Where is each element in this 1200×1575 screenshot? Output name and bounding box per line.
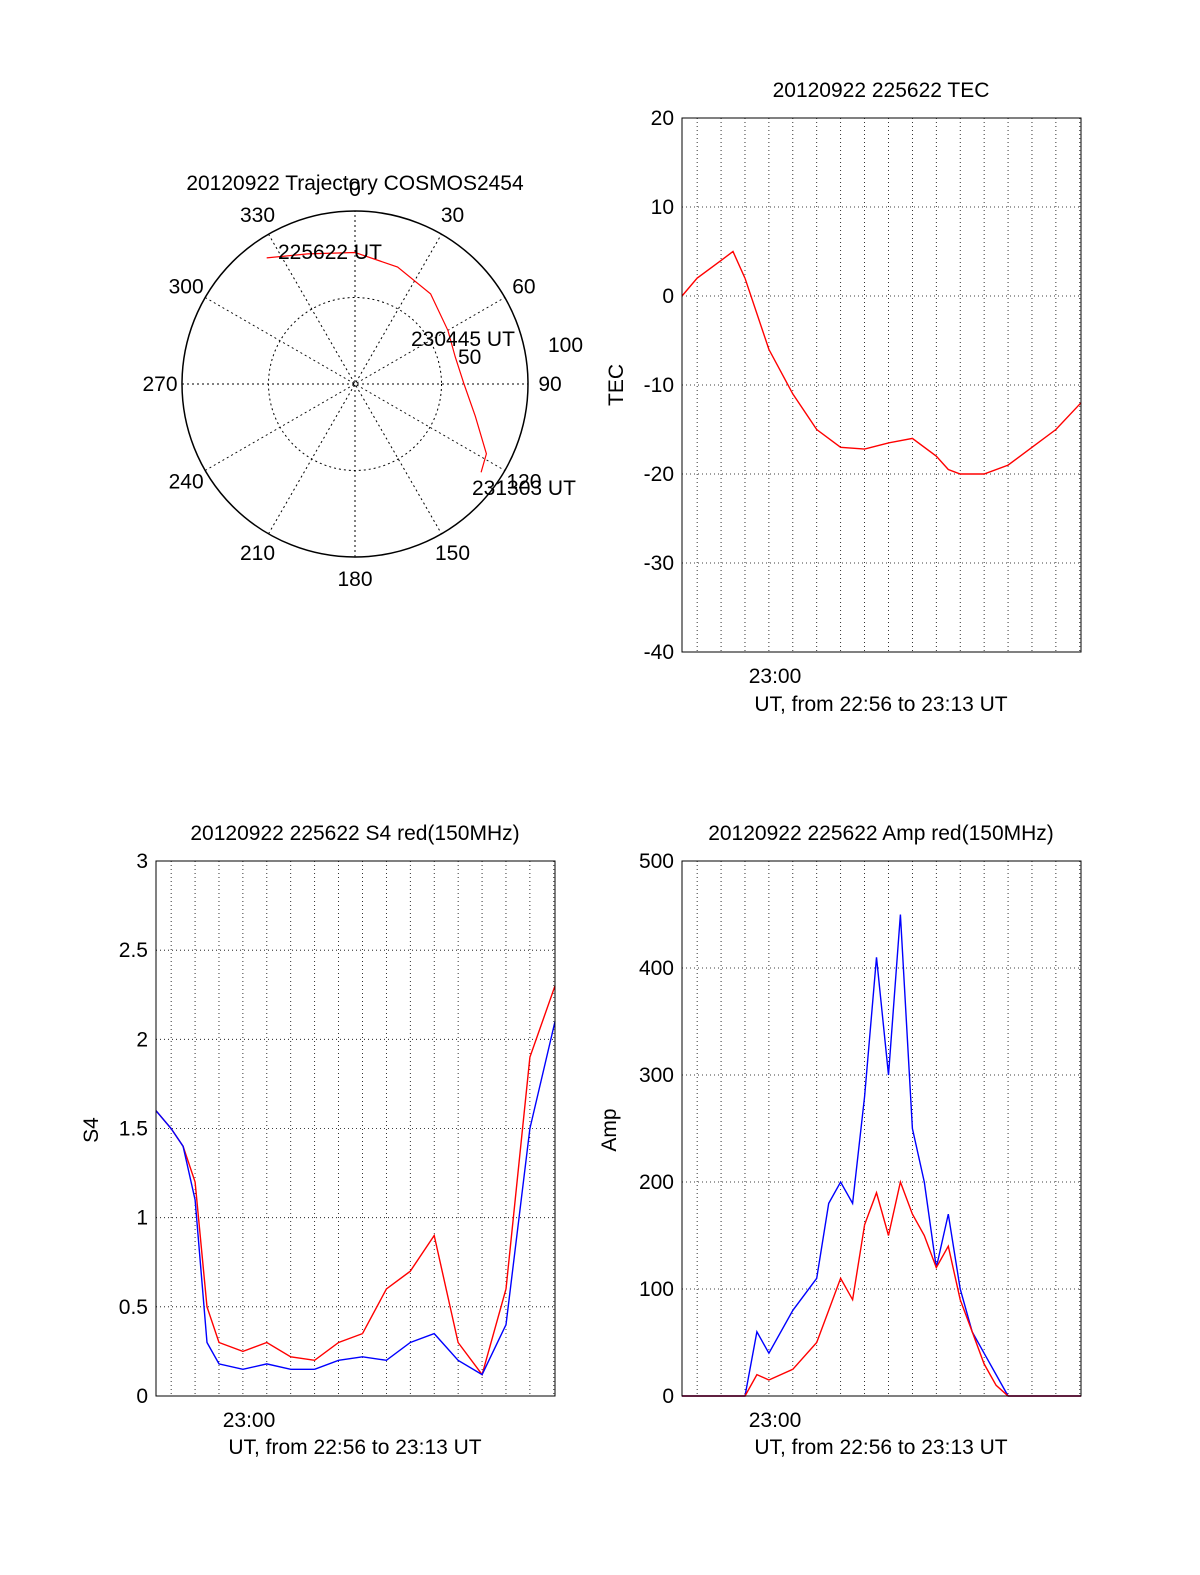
s4-chart-title: 20120922 225622 S4 red(150MHz) <box>190 822 519 845</box>
polar-azimuth-label: 240 <box>169 471 204 494</box>
s4-series <box>155 985 556 1377</box>
tec-x-tick-label: 23:00 <box>749 665 802 688</box>
s4-series-line-blue <box>155 1021 556 1376</box>
s4-y-tick-label: 0.5 <box>119 1296 148 1319</box>
amp-y-tick-labels: 500 400 300 200 100 0 <box>639 850 674 1408</box>
polar-grid <box>181 210 529 558</box>
amp-series-line-red <box>682 1179 1081 1397</box>
tec-chart-title: 20120922 225622 TEC <box>773 79 990 102</box>
trajectory-start-label: 225622 UT <box>278 241 382 264</box>
trajectory-end-label: 231303 UT <box>472 477 576 500</box>
polar-azimuth-label: 90 <box>538 373 561 396</box>
amp-plot-frame <box>681 860 1082 1397</box>
amp-x-axis-label: UT, from 22:56 to 23:13 UT <box>754 1436 1007 1459</box>
tec-y-tick-label: -30 <box>644 552 674 575</box>
tec-y-tick-label: 0 <box>662 285 674 308</box>
amp-series <box>682 914 1081 1397</box>
s4-y-tick-label: 2.5 <box>119 939 148 962</box>
amp-chart: 20120922 225622 Amp red(150MHz) 500 400 30… <box>598 822 1082 1459</box>
tec-y-tick-label: 20 <box>651 107 674 130</box>
polar-radial-label-100: 100 <box>548 334 583 357</box>
s4-series-line-red <box>155 985 556 1377</box>
polar-azimuth-label: 180 <box>337 568 372 591</box>
s4-y-tick-label: 2 <box>136 1028 148 1051</box>
amp-y-tick-label: 400 <box>639 957 674 980</box>
tec-x-axis-label: UT, from 22:56 to 23:13 UT <box>754 693 1007 716</box>
s4-plot-frame <box>155 860 556 1397</box>
polar-azimuth-label: 60 <box>512 276 535 299</box>
tec-series <box>681 250 1082 475</box>
tec-plot-frame <box>681 117 1082 653</box>
amp-y-tick-label: 500 <box>639 850 674 873</box>
tec-y-tick-labels: 20 10 0 -10 -20 -30 -40 <box>644 107 674 664</box>
polar-trajectory-chart: 20120922 Trajectory COSMOS2454 0 30 60 90 12… <box>142 172 583 591</box>
trajectory-track <box>266 251 488 473</box>
tec-y-tick-label: -40 <box>644 641 674 664</box>
polar-radial-label-50: 50 <box>458 346 481 369</box>
polar-azimuth-label: 300 <box>169 276 204 299</box>
amp-x-tick-label: 23:00 <box>749 1409 802 1432</box>
polar-azimuth-label: 150 <box>435 542 470 565</box>
amp-y-axis-label: Amp <box>598 1108 621 1151</box>
amp-series-line-blue <box>682 914 1081 1397</box>
s4-y-tick-labels: 3 2.5 2 1.5 1 0.5 0 <box>119 850 148 1408</box>
polar-azimuth-label: 330 <box>240 204 275 227</box>
tec-series-line-red <box>681 250 1082 475</box>
s4-y-tick-label: 3 <box>136 850 148 873</box>
polar-chart-title: 20120922 Trajectory COSMOS2454 <box>186 172 524 195</box>
polar-azimuth-label: 30 <box>441 204 464 227</box>
s4-y-tick-label: 0 <box>136 1385 148 1408</box>
polar-azimuth-labels: 0 30 60 90 120 150 180 210 240 270 300 330 <box>142 178 561 591</box>
s4-y-tick-label: 1.5 <box>119 1118 148 1141</box>
tec-y-tick-label: 10 <box>651 196 674 219</box>
s4-x-tick-label: 23:00 <box>223 1409 276 1432</box>
s4-y-tick-label: 1 <box>136 1207 148 1230</box>
s4-chart: 20120922 225622 S4 red(150MHz) 3 2.5 2 1.5 1… <box>80 822 556 1459</box>
amp-chart-title: 20120922 225622 Amp red(150MHz) <box>708 822 1054 845</box>
amp-y-tick-label: 300 <box>639 1064 674 1087</box>
trajectory-mid-label: 230445 UT <box>411 328 515 351</box>
tec-chart: 20120922 225622 TEC 20 10 0 -10 -20 -30 -40 23… <box>605 79 1082 716</box>
s4-x-axis-label: UT, from 22:56 to 23:13 UT <box>228 1436 481 1459</box>
polar-azimuth-label: 210 <box>240 542 275 565</box>
tec-y-axis-label: TEC <box>605 364 628 406</box>
amp-y-tick-label: 200 <box>639 1171 674 1194</box>
amp-y-tick-label: 0 <box>662 1385 674 1408</box>
amp-y-tick-label: 100 <box>639 1278 674 1301</box>
polar-azimuth-label: 0 <box>349 178 361 201</box>
polar-azimuth-label: 120 <box>506 471 541 494</box>
tec-y-tick-label: -20 <box>644 463 674 486</box>
tec-y-tick-label: -10 <box>644 374 674 397</box>
polar-azimuth-label: 270 <box>142 373 177 396</box>
s4-y-axis-label: S4 <box>80 1117 103 1143</box>
